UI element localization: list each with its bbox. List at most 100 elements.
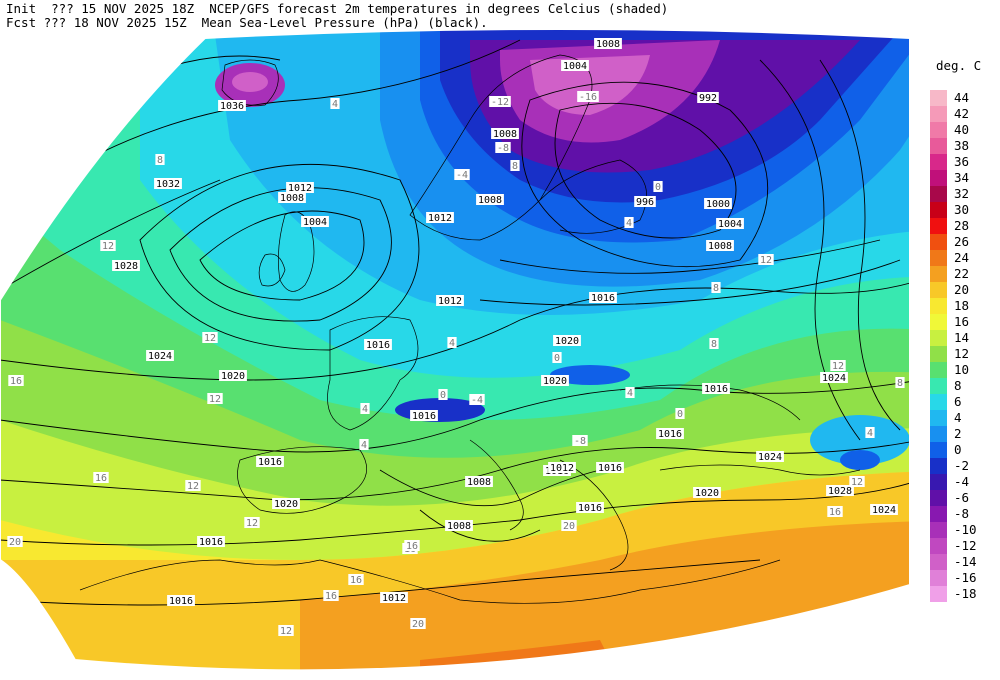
legend-label: 28: [954, 218, 970, 233]
temperature-contour-labels: 8 4 12 12 16 12 16 12 12 16 20 16 12 16 16 20 20 8 8 12 4 4 0 0…: [7, 91, 905, 637]
isobar-label: 1020: [553, 335, 581, 347]
legend-entry: 38: [928, 138, 988, 154]
svg-text:1016: 1016: [366, 340, 390, 351]
legend-entry: 12: [928, 346, 988, 362]
svg-text:1008: 1008: [467, 477, 491, 488]
coastlines: [79, 54, 861, 604]
svg-text:4: 4: [332, 99, 338, 110]
svg-text:4: 4: [362, 404, 368, 415]
temperature-label: 16: [404, 540, 420, 552]
legend-label: 26: [954, 234, 970, 249]
svg-text:1004: 1004: [718, 219, 742, 230]
temperature-label: -8: [572, 435, 588, 447]
temperature-label: 20: [410, 618, 426, 630]
temperature-label: 12: [278, 625, 294, 637]
isobar-label: 1016: [656, 428, 684, 440]
legend-entry: 20: [928, 282, 988, 298]
isobar-label: 1024: [756, 451, 784, 463]
isobar-label: 1016: [197, 536, 225, 548]
legend-label: 12: [954, 346, 970, 361]
legend-entry: 10: [928, 362, 988, 378]
svg-text:12: 12: [204, 333, 216, 344]
svg-text:0: 0: [554, 353, 560, 364]
svg-text:8: 8: [897, 378, 903, 389]
svg-text:996: 996: [636, 197, 654, 208]
svg-text:1008: 1008: [280, 193, 304, 204]
svg-text:1016: 1016: [578, 503, 602, 514]
legend-swatch: [930, 170, 947, 186]
svg-text:1008: 1008: [447, 521, 471, 532]
svg-text:4: 4: [361, 440, 367, 451]
legend-label: -10: [954, 522, 977, 537]
isobars: [0, 39, 910, 606]
temperature-label: 8: [155, 154, 165, 166]
legend-label: 42: [954, 106, 970, 121]
legend-entry: -16: [928, 570, 988, 586]
svg-text:0: 0: [677, 409, 683, 420]
svg-text:1020: 1020: [555, 336, 579, 347]
svg-text:16: 16: [325, 591, 337, 602]
svg-text:1012: 1012: [550, 463, 574, 474]
legend-entry: 16: [928, 314, 988, 330]
svg-text:1028: 1028: [828, 486, 852, 497]
isobar-label: 1008: [445, 520, 473, 532]
isobar-label: 1012: [380, 592, 408, 604]
svg-text:1004: 1004: [303, 217, 327, 228]
legend-swatch: [930, 266, 947, 282]
temperature-label: 0: [675, 408, 685, 420]
legend-entry: 42: [928, 106, 988, 122]
legend-label: 34: [954, 170, 970, 185]
temperature-label: 16: [348, 574, 364, 586]
legend-label: 40: [954, 122, 970, 137]
temperature-label: 12: [207, 393, 223, 405]
temperature-label: 0: [653, 181, 663, 193]
legend-label: 22: [954, 266, 970, 281]
legend-swatch: [930, 346, 947, 362]
temperature-label: 8: [709, 338, 719, 350]
temperature-label: 16: [8, 375, 24, 387]
temperature-label: 4: [624, 217, 634, 229]
svg-text:1016: 1016: [169, 596, 193, 607]
svg-text:-4: -4: [456, 170, 468, 181]
legend-swatch: [930, 426, 947, 442]
legend-swatch: [930, 106, 947, 122]
svg-text:1028: 1028: [114, 261, 138, 272]
legend-swatch: [930, 138, 947, 154]
temperature-label: 8: [895, 377, 905, 389]
temperature-label: 12: [100, 240, 116, 252]
legend-label: 8: [954, 378, 962, 393]
legend-label: -14: [954, 554, 977, 569]
svg-text:1000: 1000: [706, 199, 730, 210]
legend-entry: 36: [928, 154, 988, 170]
temperature-label: 4: [865, 427, 875, 439]
svg-text:8: 8: [711, 339, 717, 350]
isobar-label: 1016: [702, 383, 730, 395]
legend-label: -18: [954, 586, 977, 601]
isobar-label: 1008: [594, 38, 622, 50]
svg-text:16: 16: [95, 473, 107, 484]
header-line-forecast: Fcst ??? 18 NOV 2025 15Z Mean Sea-Level …: [6, 15, 488, 30]
svg-text:1016: 1016: [598, 463, 622, 474]
legend-swatch: [930, 410, 947, 426]
isobar-label: 1020: [272, 498, 300, 510]
isobar-label: 1016: [410, 410, 438, 422]
svg-text:1016: 1016: [412, 411, 436, 422]
temperature-label: 8: [711, 282, 721, 294]
legend-swatch: [930, 538, 947, 554]
isobar-label: 1012: [436, 295, 464, 307]
isobar-label: 1016: [589, 292, 617, 304]
svg-text:12: 12: [760, 255, 772, 266]
legend-entry: 2: [928, 426, 988, 442]
svg-text:1016: 1016: [658, 429, 682, 440]
legend-swatch: [930, 394, 947, 410]
legend-entry: -6: [928, 490, 988, 506]
temperature-label: -4: [454, 169, 470, 181]
legend-swatch: [930, 554, 947, 570]
svg-text:-8: -8: [574, 436, 586, 447]
svg-text:16: 16: [10, 376, 22, 387]
temperature-label: 4: [447, 337, 457, 349]
isobar-label: 1008: [706, 240, 734, 252]
temperature-label: 12: [758, 254, 774, 266]
legend-label: 16: [954, 314, 970, 329]
